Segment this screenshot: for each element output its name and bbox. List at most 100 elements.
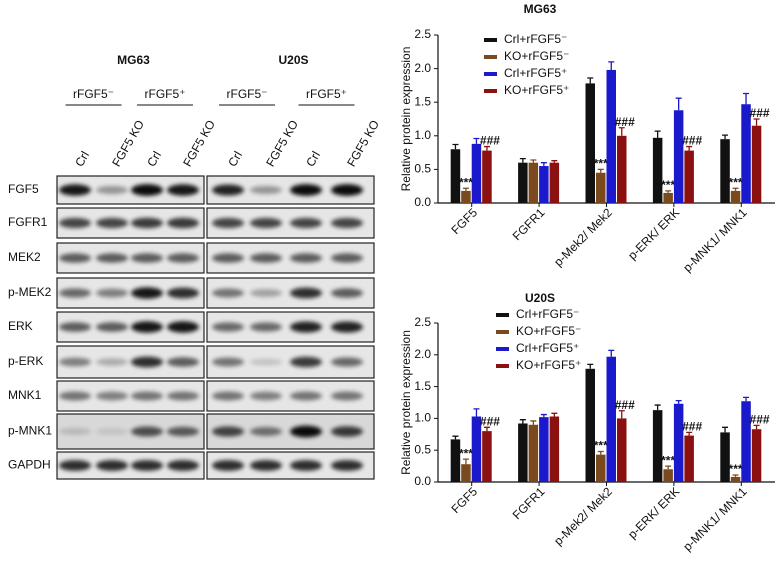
error-bar	[753, 118, 760, 126]
significance-label: ***	[661, 453, 675, 467]
error-bar	[519, 419, 526, 424]
row-label: MEK2	[8, 250, 41, 264]
blot-band	[59, 460, 91, 471]
blot-band	[250, 358, 282, 366]
group-label: rFGF5⁻	[73, 87, 114, 101]
lane-label: Crl	[72, 149, 92, 169]
significance-label: ###	[750, 106, 770, 120]
bar	[539, 166, 549, 203]
blot-band	[290, 287, 322, 299]
blot-band	[212, 322, 244, 332]
y-tick-label: 0.5	[414, 162, 431, 176]
bar	[617, 418, 627, 482]
significance-label: ***	[661, 178, 675, 192]
error-bar	[675, 399, 682, 404]
legend-swatch	[496, 313, 509, 317]
bar	[741, 104, 751, 203]
lane-label: Crl	[225, 149, 245, 169]
blot-band	[96, 460, 128, 471]
blot-band	[96, 288, 128, 298]
legend-swatch	[484, 55, 497, 59]
error-bar	[618, 127, 625, 136]
significance-label: ***	[459, 175, 473, 189]
x-tick-label: p-MNK1/ MNK1	[680, 205, 750, 275]
bar	[684, 435, 694, 482]
row-label: GAPDH	[8, 458, 51, 472]
blot-band	[290, 184, 322, 196]
error-bar	[608, 61, 615, 70]
blot-band	[250, 391, 282, 401]
significance-label: ###	[682, 420, 702, 434]
bar	[751, 429, 762, 482]
blot-band	[167, 184, 199, 196]
legend-swatch	[496, 330, 509, 334]
bar	[596, 172, 606, 203]
panel-title: U20S	[278, 53, 308, 67]
x-tick-label: p-Mek2/ Mek2	[551, 484, 615, 548]
blot-band	[131, 217, 163, 229]
significance-label: ***	[459, 446, 473, 460]
blot-band	[167, 253, 199, 263]
group-label: rFGF5⁻	[227, 87, 268, 101]
legend-label: KO+rFGF5⁻	[504, 49, 569, 63]
blot-band	[331, 357, 363, 367]
error-bar	[473, 408, 480, 417]
blot-band	[131, 426, 163, 437]
blot-band	[331, 253, 363, 263]
error-bar	[597, 450, 604, 455]
lane-label: FGF5 KO	[263, 118, 301, 169]
blot-band	[331, 217, 363, 229]
bar	[539, 417, 549, 482]
blot-band	[131, 253, 163, 263]
significance-label: ###	[615, 115, 635, 129]
legend-label: KO+rFGF5⁺	[516, 358, 581, 372]
blot-band	[250, 289, 282, 297]
significance-label: ###	[615, 398, 635, 412]
blot-band	[250, 217, 282, 229]
y-tick-label: 0.0	[414, 474, 431, 488]
bar	[606, 69, 616, 203]
row-label: p-ERK	[8, 354, 43, 368]
blot-band	[331, 321, 363, 333]
bar	[450, 149, 461, 203]
blot-band	[167, 460, 199, 471]
x-tick-label: FGFR1	[510, 484, 548, 522]
error-bar	[540, 162, 547, 167]
error-bar	[551, 160, 558, 163]
lane-label: Crl	[144, 149, 164, 169]
error-bar	[618, 410, 625, 419]
row-label: p-MEK2	[8, 285, 52, 299]
legend-swatch	[484, 38, 497, 42]
error-bar	[597, 168, 604, 173]
group-label: rFGF5⁺	[145, 87, 186, 101]
chart-title: U20S	[525, 291, 555, 305]
blot-band	[96, 391, 128, 401]
blot-band	[212, 460, 244, 471]
y-tick-label: 2.5	[414, 27, 431, 41]
legend-swatch	[496, 364, 509, 368]
bar	[652, 137, 663, 203]
bar	[549, 416, 560, 482]
bar	[673, 110, 684, 203]
error-bar	[665, 190, 672, 193]
panel-title: MG63	[117, 53, 150, 67]
bar	[471, 143, 482, 203]
row-label: FGF5	[8, 182, 39, 196]
blot-band	[212, 217, 244, 229]
error-bar	[743, 92, 750, 105]
lane-label: Crl	[303, 149, 323, 169]
blot-band	[59, 184, 91, 196]
blot-band	[331, 288, 363, 298]
error-bar	[587, 363, 594, 369]
blot-band	[212, 391, 244, 401]
blot-band	[59, 253, 91, 263]
blot-band	[167, 287, 199, 299]
error-bar	[686, 431, 693, 436]
blot-band	[96, 217, 128, 229]
error-bar	[732, 187, 739, 191]
bar	[673, 403, 684, 482]
blot-band	[59, 391, 91, 401]
blot-band	[96, 322, 128, 332]
legend-label: Crl+rFGF5⁺	[504, 66, 567, 80]
blot-band	[331, 184, 363, 196]
